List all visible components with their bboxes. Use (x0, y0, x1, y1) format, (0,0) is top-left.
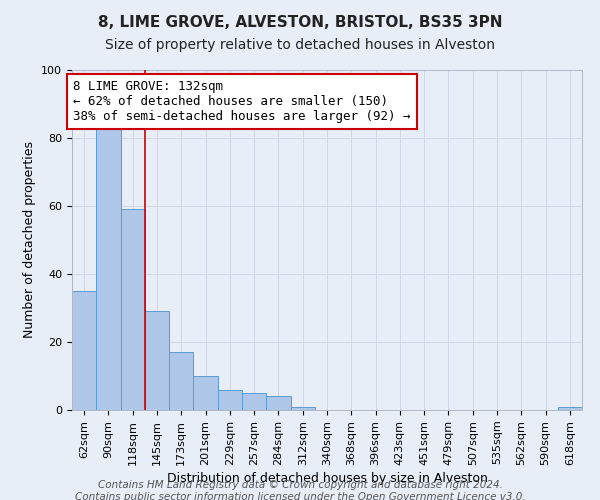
Bar (558, 406, 582, 410)
X-axis label: Distribution of detached houses by size in Alveston: Distribution of detached houses by size … (167, 472, 487, 485)
Bar (193, 376, 218, 410)
Text: Contains HM Land Registry data © Crown copyright and database right 2024.
Contai: Contains HM Land Registry data © Crown c… (74, 480, 526, 500)
Text: 8 LIME GROVE: 132sqm
← 62% of detached houses are smaller (150)
38% of semi-deta: 8 LIME GROVE: 132sqm ← 62% of detached h… (73, 80, 411, 123)
Y-axis label: Number of detached properties: Number of detached properties (23, 142, 36, 338)
Bar (290, 406, 315, 410)
Bar (266, 396, 290, 410)
Bar (242, 393, 266, 410)
Bar (218, 390, 242, 410)
Bar (121, 210, 145, 410)
Bar (169, 352, 193, 410)
Text: 8, LIME GROVE, ALVESTON, BRISTOL, BS35 3PN: 8, LIME GROVE, ALVESTON, BRISTOL, BS35 3… (98, 15, 502, 30)
Bar (145, 312, 169, 410)
Bar (72, 291, 96, 410)
Bar (96, 124, 121, 410)
Text: Size of property relative to detached houses in Alveston: Size of property relative to detached ho… (105, 38, 495, 52)
